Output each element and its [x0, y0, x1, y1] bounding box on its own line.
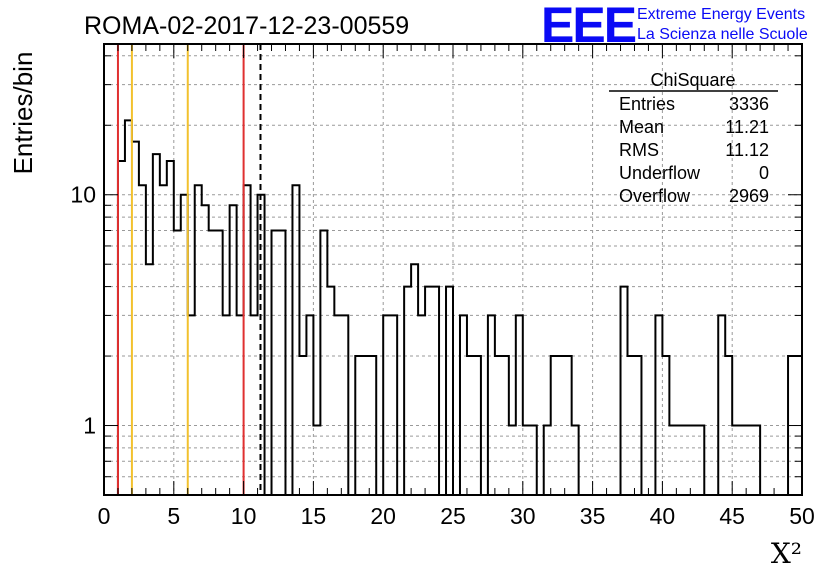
stats-name: ChiSquare	[650, 70, 735, 90]
logo-mark: EEE	[541, 0, 636, 53]
x-tick-label: 5	[167, 503, 180, 529]
y-axis-ticks: 1 10	[70, 55, 802, 496]
chart-title: ROMA-02-2017-12-23-00559	[84, 12, 409, 40]
stats-label-mean: Mean	[619, 117, 664, 137]
y-axis-title: Entries/bin	[8, 52, 38, 175]
x-tick-label: 45	[719, 503, 745, 529]
histogram-path	[116, 119, 802, 495]
stats-value-entries: 3336	[729, 94, 769, 114]
x-tick-label: 10	[231, 503, 257, 529]
stats-value-overflow: 2969	[729, 186, 769, 206]
stats-label-rms: RMS	[619, 140, 659, 160]
x-tick-label: 50	[789, 503, 815, 529]
stats-value-mean: 11.21	[725, 117, 769, 137]
x-tick-label: 25	[440, 503, 466, 529]
x-tick-label: 0	[98, 503, 111, 529]
logo-line-1: Extreme Energy Events	[637, 6, 805, 23]
x-tick-label: 15	[301, 503, 327, 529]
stats-label-overflow: Overflow	[619, 186, 691, 206]
stats-label-underflow: Underflow	[619, 163, 701, 183]
x-tick-label: 20	[370, 503, 396, 529]
y-tick-label: 1	[83, 413, 96, 439]
x-tick-label: 35	[580, 503, 606, 529]
reference-lines	[116, 44, 262, 495]
y-tick-label: 10	[70, 182, 96, 208]
stats-label-entries: Entries	[619, 94, 675, 114]
eee-logo: EEE Extreme Energy Events La Scienza nel…	[541, 0, 808, 53]
stats-value-underflow: 0	[759, 163, 769, 183]
stats-box: ChiSquare Entries 3336 Mean 11.21 RMS 11…	[609, 70, 778, 206]
stats-value-rms: 11.12	[725, 140, 769, 160]
logo-line-2: La Scienza nelle Scuole	[637, 26, 808, 43]
x-tick-label: 30	[510, 503, 536, 529]
x-tick-label: 40	[650, 503, 676, 529]
histogram-step-line	[116, 119, 802, 495]
x-axis-ticks: 0 5 10 15 20 25 30 35 40 45 50	[98, 44, 815, 529]
x-axis-title: X²	[771, 537, 802, 570]
